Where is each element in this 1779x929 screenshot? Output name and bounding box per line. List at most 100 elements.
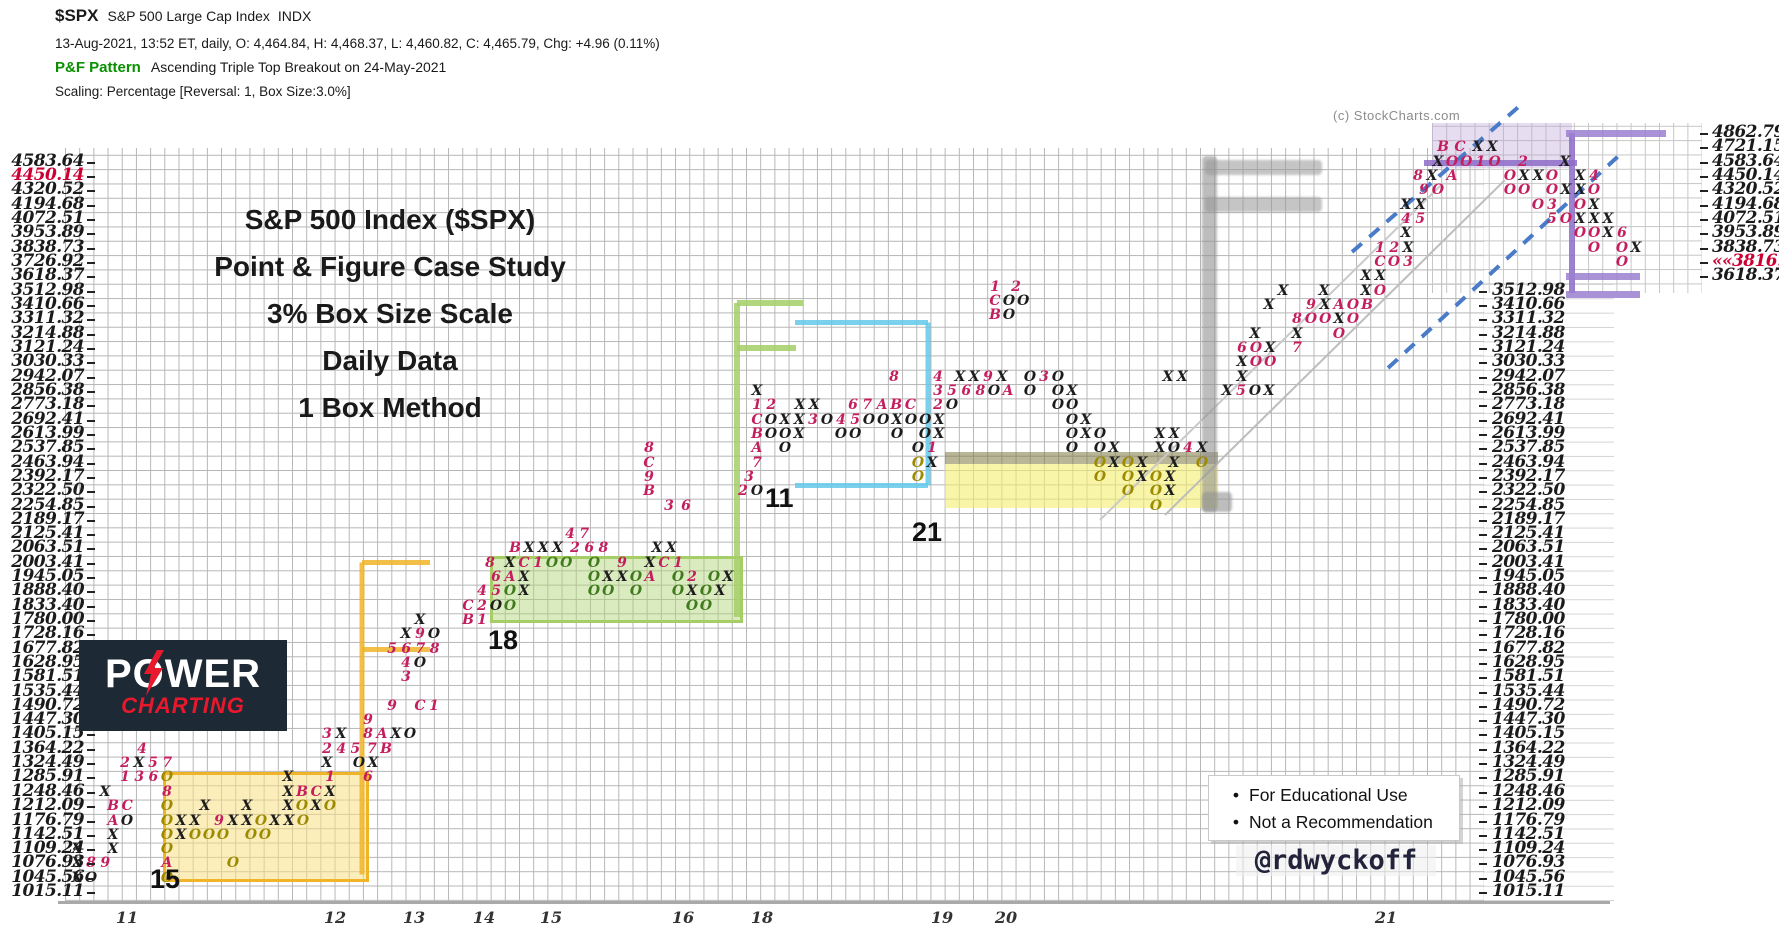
y-axis-label-right-ext-tick [1700,133,1708,135]
pnf-glyph: O [779,426,792,442]
y-axis-label-left: 1285.91 [11,766,84,786]
pnf-glyph: O [629,569,643,585]
pnf-glyph: X [518,583,530,599]
pnf-glyph: O [1093,455,1107,471]
y-axis-label-right-tick [1479,591,1487,593]
pnf-glyph: X [714,583,726,599]
y-axis-label-left-tick [87,420,95,422]
y-axis-label-left-tick [87,763,95,765]
purple-hline [1424,160,1577,166]
pnf-glyph: O [503,598,517,614]
pnf-glyph: 7 [415,641,426,657]
pnf-glyph: O [254,813,268,829]
y-axis-label-right-tick [1479,792,1487,794]
y-axis-label-right: 2003.41 [1492,552,1565,572]
pnf-glyph: 8 [485,555,495,571]
pnf-glyph: X [133,755,145,771]
y-axis-label-left: 2189.17 [11,509,84,529]
y-axis-label-right: 3410.66 [1492,294,1565,314]
pnf-glyph: X [1164,483,1176,499]
y-axis-label-right-tick [1479,362,1487,364]
pnf-glyph: O [1149,483,1163,499]
y-axis-label-right: 2125.41 [1492,523,1565,543]
y-axis-label-right: 1447.30 [1492,709,1565,729]
pnf-glyph: X [793,412,805,428]
pnf-glyph: O [1023,369,1037,385]
zone-label-11: 11 [765,483,794,513]
pnf-glyph: O [1518,182,1531,198]
gray-bar-arm-2 [1205,197,1322,212]
pnf-glyph: O [1503,168,1517,184]
title-line-2: Point & Figure Case Study [214,251,566,282]
pnf-glyph: X [1196,440,1208,456]
y-axis-label-right: 3512.98 [1492,280,1565,300]
pnf-glyph: O [602,583,615,599]
pnf-glyph: O [1023,383,1037,399]
pnf-glyph: O [1332,326,1346,342]
pnf-glyph: O [489,598,503,614]
pnf-glyph: 1 [1475,154,1486,170]
pnf-glyph: X [1400,197,1412,213]
pnf-glyph: X [1532,168,1544,184]
pnf-glyph: 4 [1589,168,1599,184]
y-axis-label-left-tick [87,835,95,837]
y-axis-label-right-tick [1479,477,1487,479]
pnf-glyph: 8 [429,641,440,657]
x-axis-year-label: 11 [115,908,139,927]
y-axis-label-right-tick [1479,777,1487,779]
pnf-glyph: A [161,855,173,871]
pnf-glyph: O [403,726,417,742]
pnf-glyph: O [1588,225,1601,241]
scaling-line: Scaling: Percentage [Reversal: 1, Box Si… [55,84,351,99]
bullet-icon: • [1232,785,1240,805]
pnf-glyph: O [226,855,240,871]
y-axis-label-left-tick [87,634,95,636]
y-axis-label-left-tick [87,162,95,164]
pnf-glyph: B [989,307,1001,323]
y-axis-label-left: 2322.50 [11,480,84,500]
orange-zone-box [163,772,369,882]
y-axis-label-right-ext: 4862.79 [1712,122,1779,142]
y-axis-label-right-tick [1479,463,1487,465]
pnf-glyph: O [258,827,272,843]
y-axis-label-left-tick [87,534,95,536]
y-axis-label-right: 1045.56 [1492,867,1565,887]
green-arm-2 [737,345,796,351]
y-axis-label-right-ext-tick [1700,262,1708,264]
y-axis-label-left: 1490.72 [11,695,84,715]
pnf-glyph: A [1446,168,1458,184]
y-axis-label-left-tick [87,863,95,865]
pnf-glyph: O [849,426,862,442]
y-axis-label-right: 1677.82 [1492,638,1565,658]
pnf-glyph: 1 [990,279,1000,295]
pnf-glyph: O [1066,397,1079,413]
y-axis-label-right-ext-tick [1700,205,1708,207]
pnf-glyph: X [1136,469,1148,485]
pnf-glyph: X [175,827,187,843]
y-axis-label-right-tick [1479,448,1487,450]
y-axis-label-right: 2254.85 [1492,495,1565,515]
title-line-3: 3% Box Size Scale [267,298,513,329]
pnf-glyph: 2 [687,569,697,585]
y-axis-label-left: 1833.40 [11,595,84,615]
pnf-glyph: X [1162,369,1174,385]
pnf-glyph: O [1002,307,1016,323]
purple-top-arm [1566,129,1666,137]
pnf-glyph: X [1559,154,1571,170]
pnf-glyph: O [1373,283,1387,299]
pnf-glyph: X [1360,283,1372,299]
y-axis-label-left: 3121.24 [11,337,84,357]
pnf-glyph: 8 [363,726,373,742]
pnf-glyph: 5 [1547,211,1557,227]
pnf-glyph: X [933,412,945,428]
pnf-glyph: 3 [134,769,145,785]
pnf-glyph: O [1167,440,1181,456]
pnf-glyph: B [751,426,763,442]
pnf-glyph: X [665,540,677,556]
pnf-glyph: X [175,813,187,829]
pnf-glyph: O [1065,412,1079,428]
y-axis-label-left: 1628.95 [11,652,84,672]
pnf-glyph: B [1437,139,1449,155]
y-axis-label-left-tick [87,405,95,407]
pnf-glyph: X [1574,211,1586,227]
